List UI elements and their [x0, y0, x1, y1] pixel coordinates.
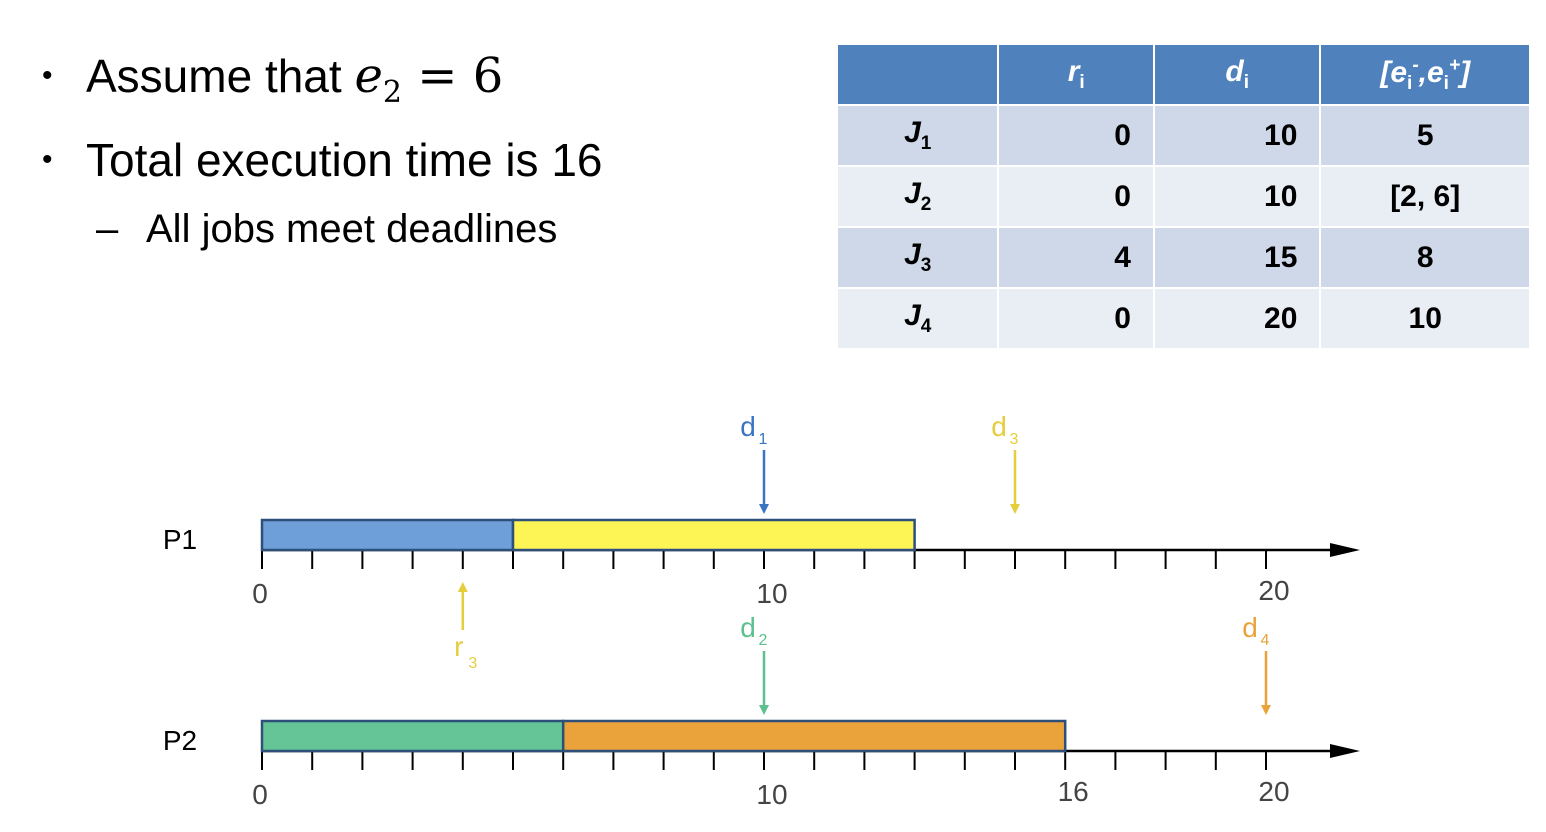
job-sub: 3 [920, 255, 932, 276]
cell-job: J1 [835, 104, 1000, 167]
tick-label: 16 [1058, 776, 1089, 807]
bullet-dot: • [42, 59, 53, 92]
table-header-row: ri di [ei-,ei+] [835, 43, 1531, 106]
cell-job: J2 [835, 165, 1000, 228]
deadline-sub-d2: 2 [759, 632, 768, 649]
cell-deadline: 20 [1152, 287, 1322, 350]
cell-exec: 5 [1319, 104, 1531, 167]
processor-label-p1: P1 [163, 524, 197, 555]
job-sub: 1 [920, 133, 932, 154]
header-release: ri [997, 43, 1155, 106]
tick-label: 0 [252, 779, 268, 810]
cell-job: J4 [835, 287, 1000, 350]
tick-label: 0 [252, 578, 268, 609]
job-letter: J [904, 116, 921, 149]
table-row: J1 0 10 5 [835, 104, 1531, 167]
math-subscript: 2 [382, 75, 402, 110]
subbullet-dash: – [96, 207, 119, 251]
table-row: J2 0 10 [2, 6] [835, 165, 1531, 228]
bullet-list: • Assume that e2 = 6 • Total execution t… [28, 48, 603, 254]
header-deadline: di [1152, 43, 1322, 106]
job-block-j2 [260, 719, 565, 753]
job-block-j3 [511, 518, 916, 552]
processor-label-p2: P2 [163, 725, 197, 756]
cell-exec: 8 [1319, 226, 1531, 289]
axis-arrow-icon [1330, 543, 1360, 557]
header-exec-plus: + [1448, 54, 1461, 76]
job-block-j1 [260, 518, 515, 552]
release-arrowhead-icon [457, 582, 468, 592]
table-row: J4 0 20 10 [835, 287, 1531, 350]
bullet-total-time-text: Total execution time is 16 [86, 134, 603, 186]
tick-label: 10 [756, 578, 787, 609]
header-exec-open: [e [1380, 55, 1408, 89]
subbullet-text: All jobs meet deadlines [146, 207, 558, 251]
math-value: = 6 [401, 48, 504, 104]
assumption-math: e2 = 6 [354, 48, 504, 110]
tick-label: 20 [1258, 575, 1289, 606]
header-deadline-letter: d [1225, 55, 1244, 88]
deadline-label-d3: d [991, 411, 1007, 442]
cell-deadline: 15 [1152, 226, 1322, 289]
bullet-dot: • [42, 143, 53, 176]
cell-release: 4 [997, 226, 1155, 289]
subbullet-deadlines: – All jobs meet deadlines [28, 204, 603, 254]
header-exec-range: [ei-,ei+] [1319, 43, 1531, 106]
cell-release: 0 [997, 165, 1155, 228]
deadline-sub-d3: 3 [1010, 431, 1019, 448]
job-letter: J [904, 299, 921, 332]
header-exec-sub2: i [1443, 72, 1449, 94]
tick-label: 10 [756, 779, 787, 810]
cell-deadline: 10 [1152, 104, 1322, 167]
deadline-sub-d4: 4 [1261, 632, 1270, 649]
header-exec-sub1: i [1407, 72, 1413, 94]
deadline-arrowhead-icon [1010, 504, 1020, 514]
header-release-letter: r [1067, 55, 1080, 88]
job-sub: 2 [920, 194, 932, 215]
deadline-arrowhead-icon [759, 705, 769, 715]
job-letter: J [904, 238, 921, 271]
bullet-total-time: • Total execution time is 16 [28, 132, 603, 216]
axis-arrow-icon [1330, 744, 1360, 758]
cell-job: J3 [835, 226, 1000, 289]
job-sub: 4 [920, 316, 932, 337]
cell-release: 0 [997, 287, 1155, 350]
deadline-label-d2: d [740, 612, 756, 643]
math-variable: e [354, 48, 383, 104]
deadline-label-d4: d [1242, 612, 1258, 643]
job-block-j4 [561, 719, 1067, 753]
header-job [835, 43, 1000, 106]
job-parameter-table: ri di [ei-,ei+] J1 0 10 5 J2 0 10 [2, 6]… [835, 43, 1531, 350]
header-deadline-sub: i [1243, 72, 1249, 93]
deadline-sub-d1: 1 [759, 431, 768, 448]
header-exec-close: ] [1460, 55, 1471, 89]
header-exec-minus: - [1412, 54, 1419, 76]
release-label-r3: r [454, 631, 463, 662]
job-letter: J [904, 177, 921, 210]
deadline-label-d1: d [740, 411, 756, 442]
bullet-assumption: • Assume that e2 = 6 [28, 48, 603, 132]
cell-deadline: 10 [1152, 165, 1322, 228]
release-sub-r3: 3 [468, 655, 477, 672]
tick-label: 20 [1258, 776, 1289, 807]
bullet-assumption-prefix: Assume that [86, 50, 355, 102]
deadline-arrowhead-icon [759, 504, 769, 514]
header-exec-comma: ,e [1418, 55, 1444, 89]
cell-exec: 10 [1319, 287, 1531, 350]
cell-exec: [2, 6] [1319, 165, 1531, 228]
deadline-arrowhead-icon [1261, 705, 1271, 715]
table-row: J3 4 15 8 [835, 226, 1531, 289]
cell-release: 0 [997, 104, 1155, 167]
header-release-sub: i [1079, 72, 1085, 93]
